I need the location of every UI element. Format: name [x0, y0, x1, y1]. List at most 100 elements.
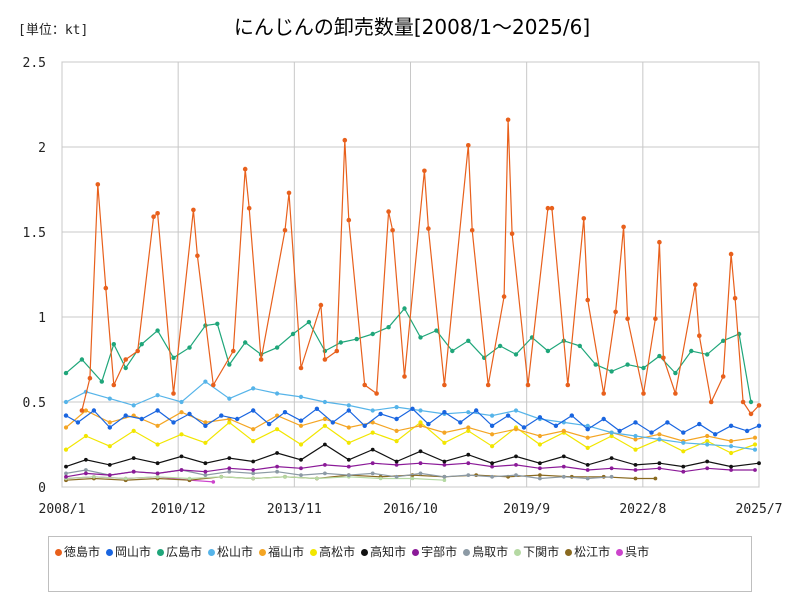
data-point [693, 282, 698, 288]
data-point [275, 391, 280, 396]
data-point [323, 463, 327, 467]
data-point [211, 382, 216, 388]
data-point [227, 456, 232, 460]
data-point [123, 413, 128, 418]
legend-marker-icon [106, 549, 114, 556]
data-point [561, 474, 566, 479]
data-point [538, 466, 542, 471]
data-point [187, 345, 192, 350]
data-point [298, 442, 304, 447]
data-point [386, 209, 391, 214]
data-point [442, 382, 447, 388]
series-5 [63, 420, 758, 456]
legend-item: 下関市 [514, 543, 559, 560]
data-point [450, 348, 455, 354]
data-point [609, 430, 614, 435]
data-point [697, 421, 702, 427]
data-point [362, 423, 367, 428]
data-point [657, 353, 662, 359]
data-point [505, 117, 511, 123]
data-point [155, 442, 160, 447]
data-point [537, 442, 543, 447]
data-point [63, 447, 69, 452]
data-point [63, 425, 69, 430]
legend-label: 宇部市 [421, 545, 458, 559]
legend-item: 高知市 [361, 543, 406, 560]
data-point [641, 391, 646, 396]
data-point [370, 471, 375, 476]
data-point [203, 440, 208, 445]
data-point [729, 439, 734, 444]
data-point [322, 357, 328, 362]
data-point [633, 463, 638, 467]
data-point [131, 456, 136, 460]
data-point [490, 413, 495, 418]
legend-item: 高松市 [310, 543, 355, 560]
data-point [538, 473, 542, 477]
data-point [314, 406, 320, 411]
data-point [84, 471, 88, 476]
data-point [203, 423, 208, 428]
data-point [215, 321, 220, 326]
data-point [721, 338, 726, 343]
data-point [585, 435, 590, 440]
data-point [111, 342, 117, 347]
series-6 [64, 442, 761, 469]
data-point [323, 471, 327, 476]
data-point [720, 374, 726, 379]
data-point [466, 338, 471, 343]
series-line [65, 409, 756, 442]
data-point [469, 228, 475, 233]
legend-label: 呉市 [625, 545, 650, 559]
data-point [179, 432, 184, 437]
data-point [346, 403, 351, 408]
data-point [513, 427, 519, 432]
data-point [748, 399, 754, 405]
data-point [275, 451, 279, 455]
series-line [65, 462, 755, 478]
data-point [299, 473, 303, 477]
legend-marker-icon [412, 549, 420, 556]
data-point [227, 469, 232, 474]
data-point [299, 457, 303, 462]
x-tick-label: 2016/10 [383, 502, 438, 517]
data-point [442, 474, 447, 479]
data-point [251, 476, 255, 481]
legend: 徳島市 岡山市 広島市 松山市 福山市 高松市 高知市 宇部市 鳥取市 下関市 松江市 呉市 [48, 536, 752, 592]
data-point [219, 475, 224, 479]
data-point [609, 369, 614, 374]
data-point [497, 343, 503, 349]
data-point [641, 365, 646, 371]
data-point [402, 306, 407, 311]
data-point [171, 420, 176, 425]
data-point [346, 425, 351, 430]
data-point [561, 428, 566, 433]
data-point [203, 473, 208, 477]
data-point [756, 423, 762, 428]
data-point [155, 408, 160, 413]
data-point [657, 461, 662, 466]
data-point [171, 391, 176, 396]
data-point [549, 205, 555, 211]
data-point [577, 343, 582, 349]
data-point [79, 408, 85, 413]
data-point [422, 168, 427, 174]
data-point [315, 476, 319, 481]
data-point [513, 352, 519, 357]
data-point [657, 432, 662, 437]
data-point [323, 442, 327, 447]
data-point [195, 253, 200, 259]
data-point [728, 423, 734, 428]
series-9 [64, 475, 447, 483]
data-point [458, 420, 463, 425]
y-tick-label: 2 [38, 141, 46, 156]
data-point [593, 362, 598, 367]
data-point [752, 435, 758, 440]
data-point [266, 421, 272, 427]
data-point [282, 410, 288, 415]
data-point [490, 461, 494, 466]
legend-item: 松山市 [208, 543, 253, 560]
legend-label: 松山市 [217, 545, 254, 559]
data-point [131, 428, 136, 433]
data-point [697, 333, 702, 339]
